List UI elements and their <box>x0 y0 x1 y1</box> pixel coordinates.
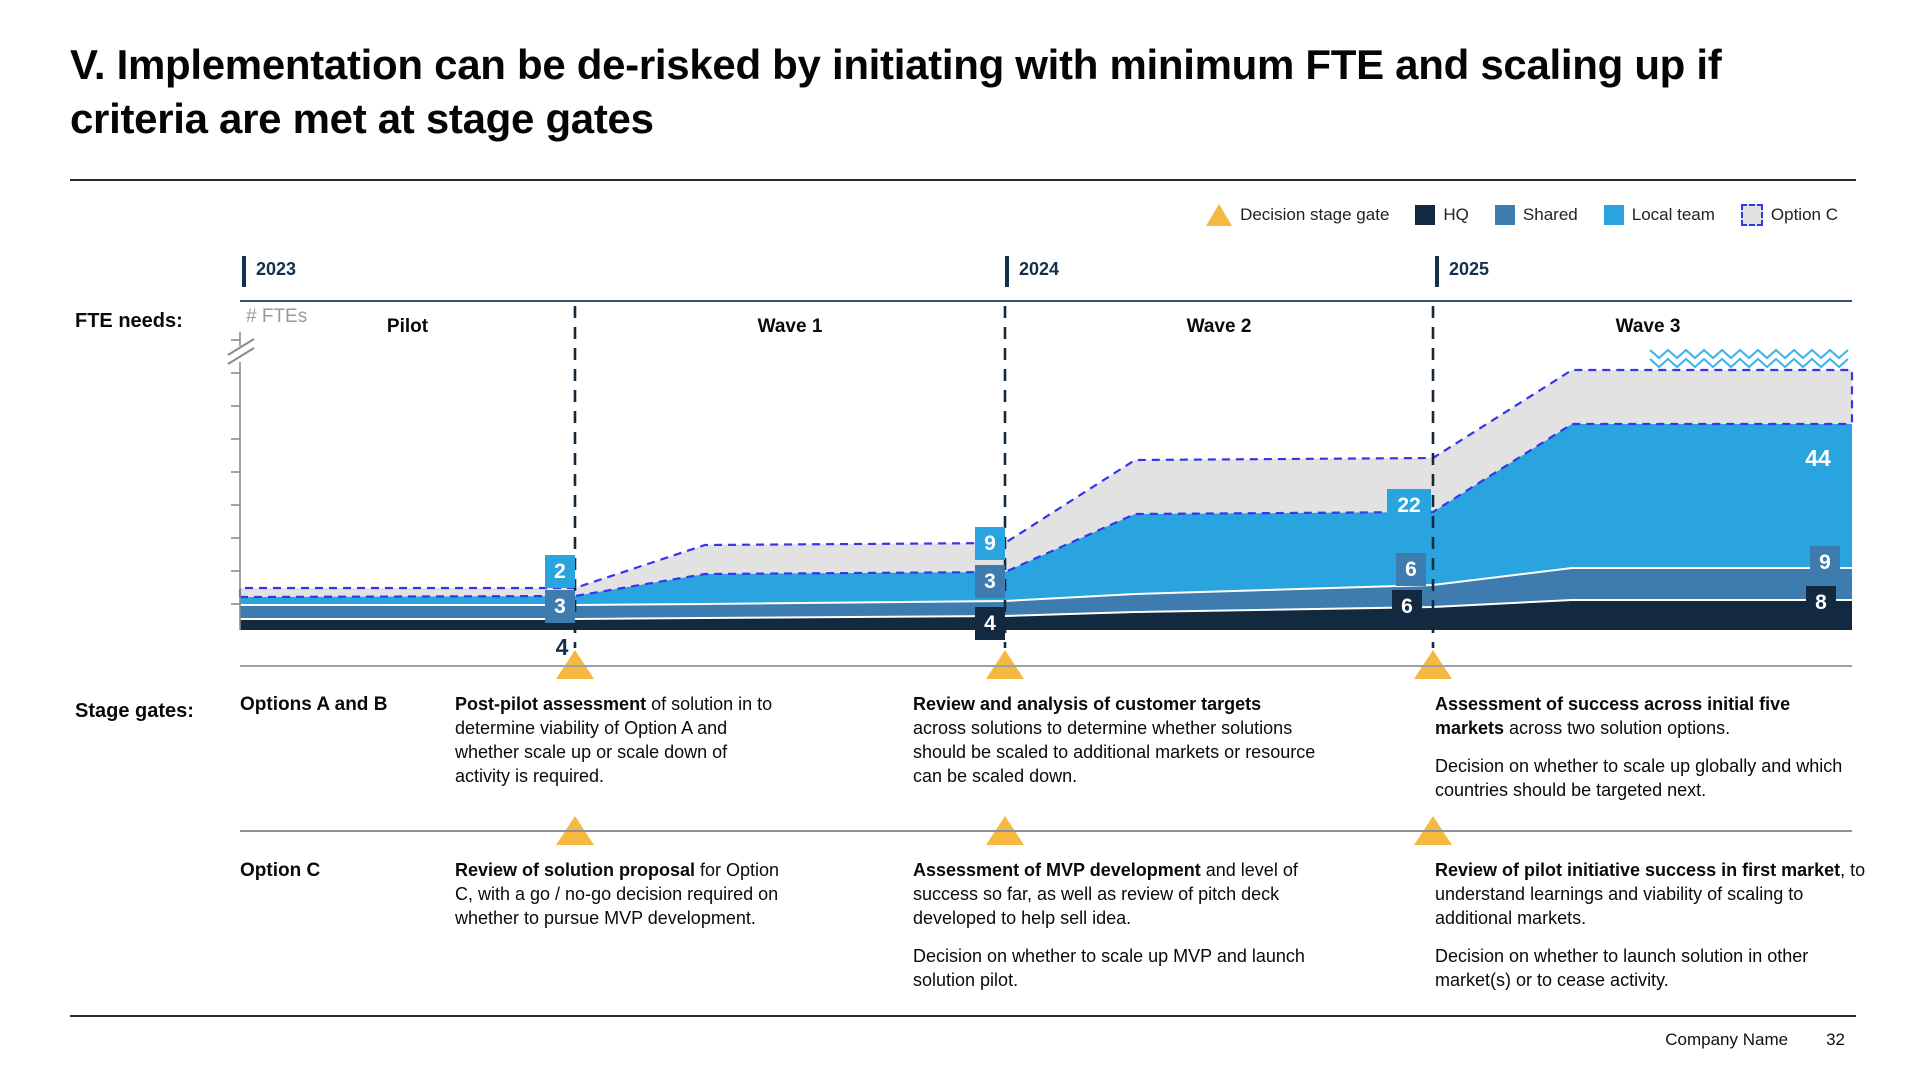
local-team-swatch-icon <box>1603 205 1624 225</box>
body-text: across two solution options. <box>1504 718 1731 738</box>
legend-label-stage-gate: Decision stage gate <box>1240 205 1390 224</box>
row2-label: Option C <box>240 860 321 881</box>
legend-label-shared: Shared <box>1522 205 1578 224</box>
decision-stage-gate-icon <box>1206 204 1233 226</box>
bold-lead: Review of pilot initiative success in fi… <box>1435 860 1841 880</box>
row1-label: Options A and B <box>240 694 388 715</box>
page-number: 32 <box>1826 1030 1845 1049</box>
row2-col2-text: Assessment of MVP development and level … <box>913 858 1323 992</box>
gate3-shared-value: 6 <box>1396 553 1426 586</box>
body-text: and level of success so far, as well as … <box>913 860 1298 928</box>
stage-gate-triangle <box>986 650 1024 679</box>
y-axis-ticks <box>231 339 240 605</box>
footer-divider <box>70 1015 1856 1017</box>
bold-lead: Review and analysis of customer targets <box>913 694 1262 714</box>
year-tick <box>1435 256 1439 287</box>
year-tick <box>1005 256 1009 287</box>
hq-top-separator <box>240 599 1852 620</box>
footer: Company Name 32 <box>1665 1030 1845 1050</box>
gate2-hq-value: 4 <box>975 607 1005 640</box>
option-c-area <box>240 370 1852 597</box>
company-name: Company Name <box>1665 1030 1789 1049</box>
bold-lead: Assessment of MVP development <box>913 860 1201 880</box>
row2-col3-text: Review of pilot initiative success in fi… <box>1435 858 1870 992</box>
gate3-hq-value: 6 <box>1392 590 1422 623</box>
legend-item-stage-gate: Decision stage gate <box>1206 204 1389 226</box>
decision-text: Decision on whether to scale up MVP and … <box>913 946 1305 990</box>
decision-text: Decision on whether to launch solution i… <box>1435 946 1809 990</box>
gate1-shared-value: 3 <box>545 590 575 623</box>
wavy-break-lines <box>1649 348 1849 369</box>
legend-item-local-team: Local team <box>1603 205 1715 225</box>
stage-gate-triangle <box>1414 650 1452 679</box>
bold-lead: Post-pilot assessment <box>455 694 647 714</box>
year-label: 2025 <box>1449 259 1490 279</box>
option-c-dash-outline <box>238 368 1854 597</box>
end-local-value: 44 <box>1805 445 1831 471</box>
phase-label-pilot: Pilot <box>386 316 429 337</box>
legend-item-shared: Shared <box>1494 205 1578 225</box>
shared-top-separator <box>240 567 1852 606</box>
hq-area <box>240 600 1852 630</box>
legend: Decision stage gate HQ Shared Local team… <box>1206 204 1838 226</box>
phase-label-wave3: Wave 3 <box>1615 316 1681 337</box>
row1-col3-text: Assessment of success across initial fiv… <box>1435 692 1855 802</box>
row1-col1-text: Post-pilot assessment of solution in to … <box>455 692 785 788</box>
local-team-area <box>240 424 1852 605</box>
stage-row-divider-2 <box>240 830 1852 832</box>
legend-label-option-c: Option C <box>1770 205 1838 224</box>
hq-swatch-icon <box>1415 205 1436 225</box>
body-text: across solutions to determine whether so… <box>913 718 1316 786</box>
row2-col1-text: Review of solution proposal for Option C… <box>455 858 785 930</box>
legend-label-local-team: Local team <box>1631 205 1715 224</box>
option-c-dash-bottom <box>239 422 1852 599</box>
legend-item-option-c: Option C <box>1740 204 1838 226</box>
body-text: , to understand learnings and viability … <box>1435 860 1866 928</box>
option-c-swatch-icon <box>1740 204 1763 226</box>
gate2-local-value: 9 <box>975 527 1005 560</box>
legend-item-hq: HQ <box>1415 205 1469 225</box>
axis-break-slash-1 <box>227 347 255 365</box>
end-shared-value: 9 <box>1810 546 1840 579</box>
page-title: V. Implementation can be de-risked by in… <box>70 41 1722 142</box>
shared-area <box>240 568 1852 619</box>
year-tick <box>242 256 246 287</box>
bold-lead: Assessment of success across initial fiv… <box>1435 694 1791 738</box>
phase-label-wave2: Wave 2 <box>1186 316 1252 337</box>
axis-break-slash-2 <box>227 338 255 356</box>
year-label: 2024 <box>1019 259 1060 279</box>
phase-label-wave1: Wave 1 <box>757 316 823 337</box>
title-divider <box>70 179 1856 181</box>
timeline-rule <box>240 300 1852 302</box>
stage-gates-label: Stage gates: <box>75 700 194 722</box>
decision-text: Decision on whether to scale up globally… <box>1435 756 1843 800</box>
fte-needs-label: FTE needs: <box>75 310 183 332</box>
legend-label-hq: HQ <box>1443 205 1469 224</box>
body-text: for Option C, with a go / no-go decision… <box>455 860 780 928</box>
stage-row-divider-1 <box>240 665 1852 667</box>
end-hq-value: 8 <box>1806 586 1836 619</box>
year-label: 2023 <box>256 259 297 279</box>
gate3-local-value: 22 <box>1387 489 1431 522</box>
row1-col2-text: Review and analysis of customer targets … <box>913 692 1318 788</box>
bold-lead: Review of solution proposal <box>455 860 696 880</box>
body-text: of solution in to determine viability of… <box>455 694 773 786</box>
y-axis-title: # FTEs <box>246 306 308 327</box>
gate2-shared-value: 3 <box>975 565 1005 598</box>
shared-swatch-icon <box>1494 205 1515 225</box>
gate1-local-value: 2 <box>545 555 575 588</box>
stage-gate-triangle <box>556 650 594 679</box>
